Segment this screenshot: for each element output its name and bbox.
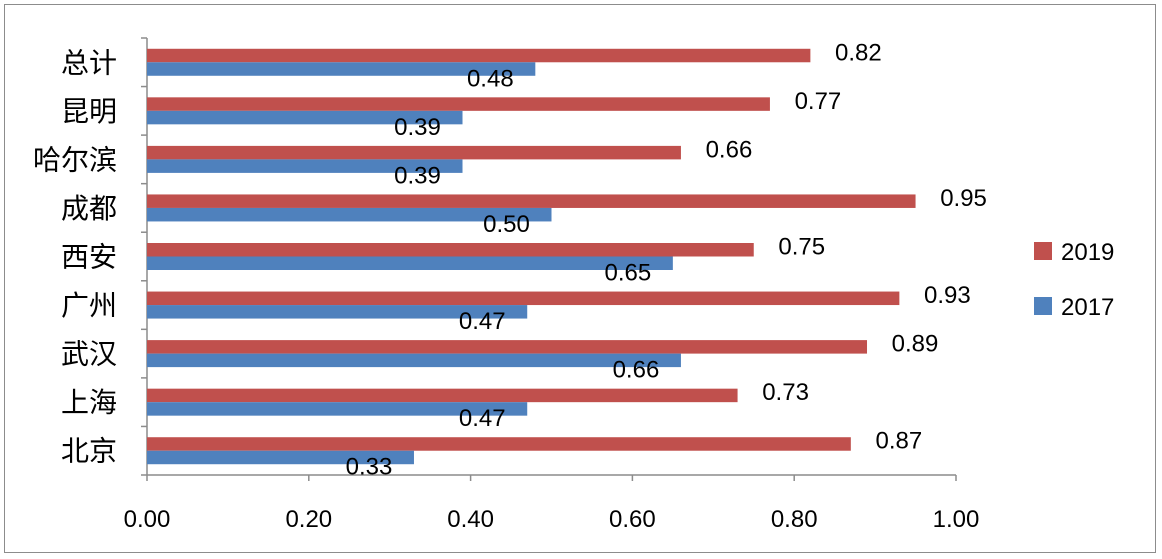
- bar-2019: [147, 145, 681, 160]
- legend: 2019 2017: [1034, 239, 1114, 321]
- category-label: 哈尔滨: [33, 143, 117, 176]
- category-label: 西安: [61, 241, 117, 274]
- x-tick-label: 0.60: [609, 506, 656, 533]
- data-label-2019: 0.82: [835, 39, 882, 66]
- bar-2017: [147, 62, 536, 76]
- bar-2019: [147, 194, 916, 208]
- bar-2019: [147, 291, 900, 306]
- x-tick-label: 0.40: [447, 506, 494, 533]
- data-label-2019: 0.66: [706, 136, 753, 163]
- category-label: 广州: [61, 289, 117, 322]
- bar-2017: [147, 402, 528, 416]
- x-tick-label: 0.00: [124, 506, 171, 533]
- bar-2019: [147, 97, 770, 111]
- legend-swatch-2017: [1034, 297, 1052, 315]
- data-label-2017: 0.50: [483, 211, 530, 238]
- data-label-2019: 0.93: [924, 282, 971, 309]
- data-label-2017: 0.33: [346, 454, 393, 481]
- bar-2019: [147, 48, 811, 63]
- data-label-2019: 0.95: [940, 185, 987, 212]
- x-tick-label: 0.80: [771, 506, 818, 533]
- data-label-2019: 0.75: [778, 234, 825, 261]
- data-label-2017: 0.39: [394, 162, 441, 189]
- bar-2019: [147, 437, 851, 451]
- data-label-2017: 0.66: [613, 357, 660, 384]
- bar-2019: [147, 388, 738, 403]
- bar-2017: [147, 305, 528, 319]
- x-tick-label: 0.20: [285, 506, 332, 533]
- data-label-2017: 0.39: [394, 114, 441, 141]
- bar-2017: [147, 110, 463, 125]
- category-label: 上海: [61, 386, 117, 419]
- data-label-2019: 0.73: [762, 379, 809, 406]
- legend-swatch-2019: [1034, 242, 1052, 260]
- bar-2019: [147, 243, 754, 257]
- category-label: 北京: [61, 435, 117, 468]
- bar-2017: [147, 207, 552, 222]
- category-label: 成都: [61, 192, 117, 225]
- data-label-2019: 0.87: [875, 428, 922, 455]
- legend-label: 2019: [1061, 239, 1114, 266]
- category-label: 总计: [61, 46, 117, 79]
- category-label: 昆明: [61, 95, 117, 128]
- bar-2017: [147, 159, 463, 173]
- bar-2017: [147, 256, 673, 270]
- data-label-2017: 0.65: [604, 260, 651, 287]
- data-label-2019: 0.77: [795, 88, 842, 115]
- legend-label: 2017: [1061, 294, 1114, 321]
- data-label-2019: 0.89: [892, 331, 939, 358]
- data-label-2017: 0.47: [459, 405, 506, 432]
- bar-2017: [147, 353, 681, 368]
- bar-2019: [147, 340, 868, 354]
- bars: [147, 48, 916, 465]
- x-tick-label: 1.00: [933, 506, 980, 533]
- category-label: 武汉: [61, 338, 117, 371]
- data-label-2017: 0.47: [459, 308, 506, 335]
- data-label-2017: 0.48: [467, 65, 514, 92]
- bar-2017: [147, 450, 414, 465]
